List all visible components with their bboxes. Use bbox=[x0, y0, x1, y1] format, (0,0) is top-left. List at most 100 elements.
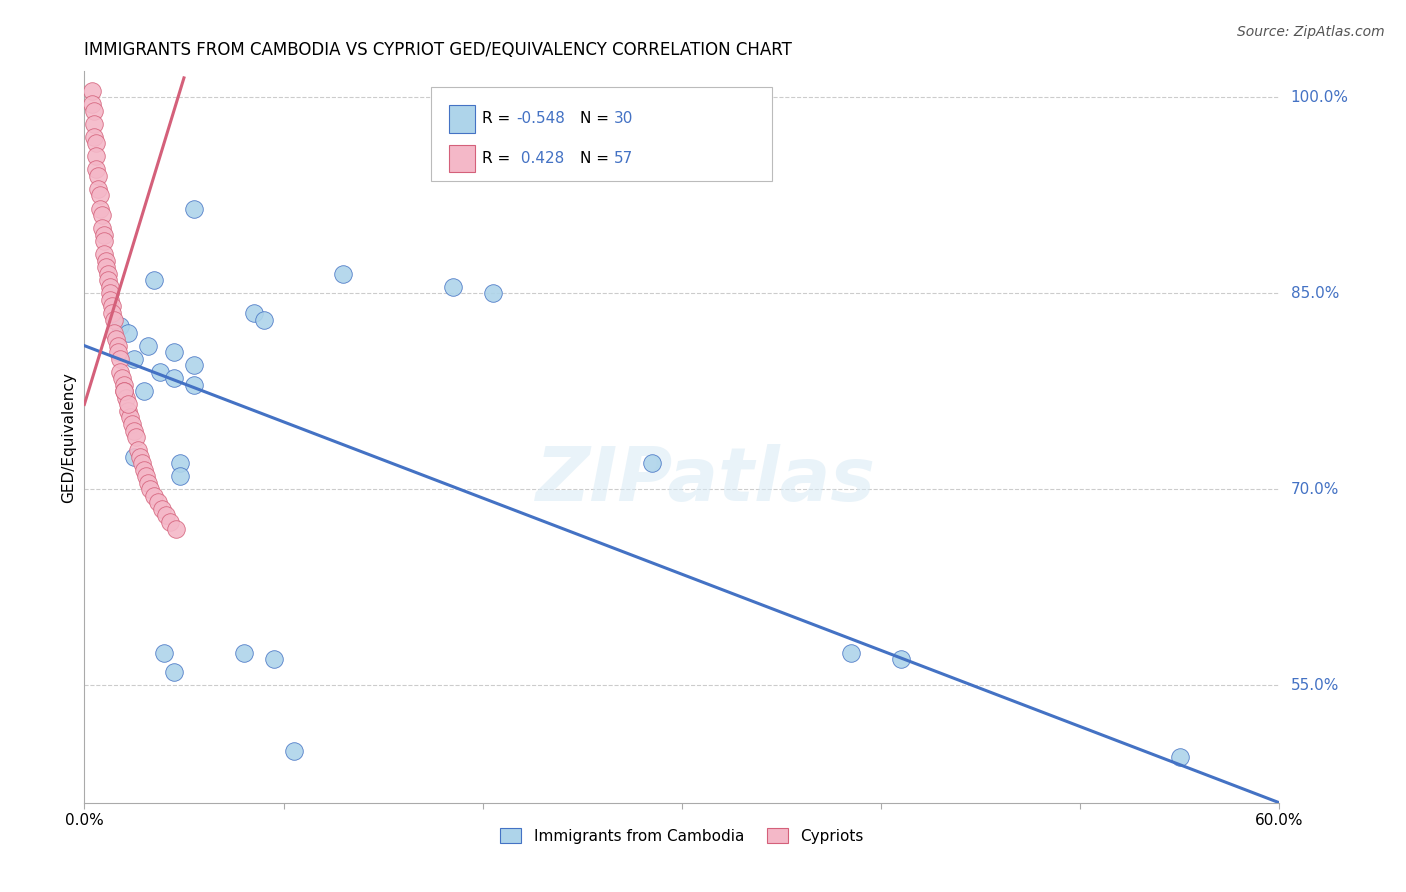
Point bbox=[890, 652, 912, 666]
Text: 70.0%: 70.0% bbox=[1291, 482, 1339, 497]
Point bbox=[93, 234, 115, 248]
Point bbox=[165, 521, 187, 535]
Point bbox=[641, 456, 664, 470]
Point bbox=[263, 652, 285, 666]
Text: 57: 57 bbox=[614, 151, 633, 166]
Point bbox=[332, 267, 354, 281]
Point bbox=[125, 430, 148, 444]
Point bbox=[163, 345, 186, 359]
Point bbox=[169, 469, 191, 483]
Point bbox=[93, 247, 115, 261]
Point bbox=[110, 351, 132, 366]
Point bbox=[232, 646, 254, 660]
Point bbox=[127, 443, 149, 458]
Point bbox=[153, 646, 176, 660]
Point bbox=[107, 339, 129, 353]
Point bbox=[146, 495, 169, 509]
Point bbox=[87, 182, 110, 196]
Legend: Immigrants from Cambodia, Cypriots: Immigrants from Cambodia, Cypriots bbox=[494, 822, 870, 850]
Point bbox=[112, 377, 135, 392]
Point bbox=[839, 646, 862, 660]
Point bbox=[183, 202, 205, 216]
Point bbox=[86, 149, 108, 163]
Point bbox=[86, 162, 108, 177]
Point bbox=[83, 129, 105, 144]
Text: 55.0%: 55.0% bbox=[1291, 678, 1339, 693]
Point bbox=[110, 365, 132, 379]
Text: 100.0%: 100.0% bbox=[1291, 90, 1348, 105]
Point bbox=[283, 743, 305, 757]
Point bbox=[110, 319, 132, 334]
Text: -0.548: -0.548 bbox=[516, 112, 565, 127]
Point bbox=[481, 286, 503, 301]
Point bbox=[82, 97, 104, 112]
Point bbox=[98, 293, 121, 307]
Point bbox=[155, 508, 177, 523]
Point bbox=[83, 103, 105, 118]
Point bbox=[96, 260, 118, 275]
Point bbox=[183, 358, 205, 372]
Point bbox=[115, 391, 138, 405]
Point bbox=[96, 253, 118, 268]
Point bbox=[91, 221, 114, 235]
Point bbox=[149, 365, 172, 379]
Point bbox=[135, 469, 157, 483]
Text: IMMIGRANTS FROM CAMBODIA VS CYPRIOT GED/EQUIVALENCY CORRELATION CHART: IMMIGRANTS FROM CAMBODIA VS CYPRIOT GED/… bbox=[84, 41, 792, 59]
Text: N =: N = bbox=[581, 112, 614, 127]
Point bbox=[122, 424, 145, 438]
Point bbox=[93, 227, 115, 242]
Point bbox=[112, 384, 135, 399]
Point bbox=[120, 410, 142, 425]
Text: 30: 30 bbox=[614, 112, 633, 127]
Point bbox=[183, 377, 205, 392]
Point bbox=[143, 273, 166, 287]
Point bbox=[441, 280, 464, 294]
Text: Source: ZipAtlas.com: Source: ZipAtlas.com bbox=[1237, 25, 1385, 39]
Point bbox=[87, 169, 110, 183]
Text: N =: N = bbox=[581, 151, 614, 166]
Point bbox=[103, 326, 125, 340]
Point bbox=[150, 502, 173, 516]
Point bbox=[139, 483, 162, 497]
Point bbox=[132, 463, 156, 477]
Point bbox=[1168, 750, 1191, 764]
Point bbox=[97, 267, 120, 281]
Point bbox=[132, 384, 156, 399]
Point bbox=[117, 397, 139, 411]
Point bbox=[111, 371, 134, 385]
FancyBboxPatch shape bbox=[449, 105, 475, 133]
Text: R =: R = bbox=[482, 151, 516, 166]
Point bbox=[98, 280, 121, 294]
Y-axis label: GED/Equivalency: GED/Equivalency bbox=[60, 372, 76, 502]
Point bbox=[82, 84, 104, 98]
Point bbox=[86, 136, 108, 151]
Point bbox=[97, 273, 120, 287]
Point bbox=[112, 384, 135, 399]
Point bbox=[101, 300, 124, 314]
Point bbox=[103, 312, 125, 326]
FancyBboxPatch shape bbox=[432, 87, 772, 181]
Point bbox=[129, 450, 152, 464]
Point bbox=[163, 371, 186, 385]
Point bbox=[83, 117, 105, 131]
Text: 85.0%: 85.0% bbox=[1291, 286, 1339, 301]
Point bbox=[121, 417, 143, 431]
Point bbox=[89, 202, 111, 216]
Point bbox=[159, 515, 181, 529]
Point bbox=[169, 456, 191, 470]
Point bbox=[242, 306, 264, 320]
Text: R =: R = bbox=[482, 112, 516, 127]
Point bbox=[122, 351, 145, 366]
Point bbox=[98, 286, 121, 301]
Point bbox=[105, 332, 128, 346]
Point bbox=[253, 312, 276, 326]
FancyBboxPatch shape bbox=[449, 145, 475, 172]
Text: ZIPatlas: ZIPatlas bbox=[536, 444, 876, 517]
Point bbox=[117, 326, 139, 340]
Point bbox=[143, 489, 166, 503]
Point bbox=[163, 665, 186, 680]
Point bbox=[107, 345, 129, 359]
Point bbox=[122, 450, 145, 464]
Point bbox=[136, 475, 159, 490]
Point bbox=[89, 188, 111, 202]
